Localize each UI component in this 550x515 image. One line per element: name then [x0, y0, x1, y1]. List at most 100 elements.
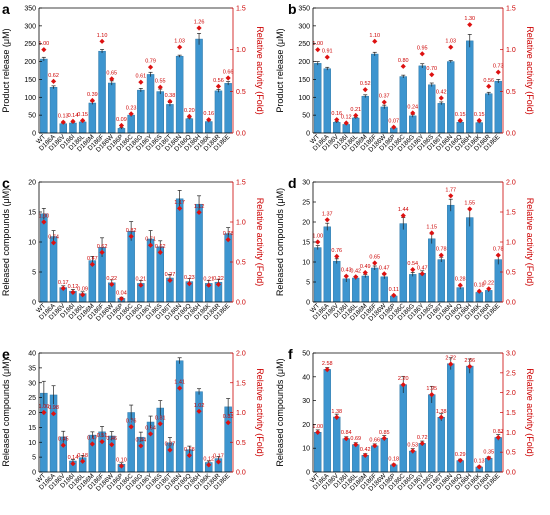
bar-D186I	[342, 124, 350, 134]
bar-D186H	[466, 40, 474, 134]
y-tick-label: 150	[24, 77, 36, 84]
y-axis-title: Product release (μM)	[1, 28, 11, 112]
y-tick-label: 40	[28, 351, 36, 358]
activity-label-D186H: 1.30	[464, 16, 475, 22]
y2-tick-label: 1.0	[506, 430, 516, 437]
activity-label-D186A: 0.62	[48, 73, 59, 79]
activity-label-D186G: 0.61	[135, 74, 146, 80]
y-tick-label: 200	[24, 59, 36, 66]
activity-label-D186V: 0.16	[331, 111, 342, 117]
bar-D186H	[195, 203, 203, 303]
error-bar-D186Y	[148, 415, 153, 428]
activity-point-D186K	[476, 464, 482, 470]
activity-point-D186N	[177, 44, 183, 50]
activity-point-D186V	[334, 414, 340, 420]
activity-label-D186V: 0.17	[58, 280, 69, 286]
activity-label-D186V: 0.76	[331, 248, 342, 254]
activity-label-D186P: 0.07	[388, 119, 399, 125]
activity-label-D186M: 0.52	[360, 81, 371, 87]
error-bar-D186N	[177, 54, 182, 58]
error-bar-D186W	[109, 431, 114, 441]
activity-label-D186E: 0.83	[223, 414, 234, 420]
y2-axis-title: Relative activity (Fold)	[525, 198, 535, 287]
y2-tick-label: 0.5	[236, 89, 246, 96]
bar-D186L	[352, 277, 360, 303]
y2-axis-title: Relative activity (Fold)	[525, 368, 535, 457]
error-bar-D186G	[138, 88, 143, 92]
activity-label-D186R: 0.22	[483, 280, 494, 286]
bar-D186I	[69, 122, 77, 134]
y2-tick-label: 1.0	[236, 220, 246, 227]
bar-D186Q	[456, 122, 464, 134]
activity-point-D186M	[362, 452, 368, 458]
bar-D186Y	[146, 238, 155, 303]
activity-point-D186F	[99, 249, 105, 255]
y-tick-label: 10	[28, 440, 36, 447]
activity-point-D186L	[80, 292, 86, 298]
activity-label-D186H: 1.55	[464, 201, 475, 207]
activity-point-D186Q	[186, 452, 192, 458]
error-bar-D186S	[158, 400, 163, 416]
y-tick-label: 20	[28, 180, 36, 187]
error-bar-D186E	[226, 81, 231, 86]
activity-point-WT	[315, 47, 321, 53]
activity-point-D186W	[381, 271, 387, 277]
activity-point-D186I	[343, 436, 349, 442]
bar-WT	[40, 58, 48, 134]
error-bar-D186H	[197, 33, 202, 45]
activity-point-D186A	[50, 411, 57, 417]
y2-tick-label: 0.5	[506, 270, 516, 277]
y-tick-label: 250	[298, 41, 310, 48]
activity-point-D186Y	[147, 242, 154, 248]
y-tick-label: 50	[28, 113, 36, 120]
activity-point-D186L	[80, 117, 86, 124]
bar-D186A	[49, 236, 58, 303]
bar-D186Y	[146, 74, 155, 134]
activity-point-D186F	[372, 38, 378, 44]
activity-label-D186M: 0.39	[87, 92, 98, 98]
bar-D186E	[494, 437, 502, 473]
activity-label-D186M: 0.49	[360, 264, 371, 270]
activity-label-D186P: 0.09	[116, 117, 127, 123]
activity-point-D186H	[196, 209, 202, 215]
y-tick-label: 50	[302, 351, 310, 358]
activity-label-D186V: 0.13	[58, 114, 69, 120]
activity-label-WT: 1.00	[38, 404, 49, 410]
activity-label-D186C: 0.23	[126, 105, 137, 111]
y-axis-title: Released compounds (μM)	[275, 188, 285, 296]
bar-D186S	[428, 394, 436, 473]
activity-point-D186N	[448, 44, 454, 50]
activity-point-D186T	[438, 252, 444, 258]
activity-point-D186T	[167, 277, 173, 283]
bar-WT	[314, 63, 322, 134]
activity-label-D186G: 0.53	[407, 442, 418, 448]
activity-label-D186P: 0.11	[389, 287, 399, 293]
activity-point-D186M	[362, 270, 368, 276]
y2-tick-label: 1.5	[236, 6, 246, 13]
activity-point-D186K	[206, 282, 212, 288]
activity-label-D186Y: 0.72	[417, 435, 428, 441]
activity-point-D186E	[225, 75, 231, 81]
activity-point-D186T	[167, 447, 173, 453]
activity-label-D186T: 0.78	[436, 247, 447, 253]
activity-label-D186A: 0.98	[48, 405, 59, 411]
activity-label-D186Q: 0.28	[184, 447, 195, 453]
bar-D186R	[485, 93, 493, 134]
error-bar-D186N	[448, 198, 453, 212]
activity-label-D186Q: 0.28	[455, 277, 466, 283]
bar-D186L	[78, 121, 87, 134]
bar-D186K	[205, 121, 213, 134]
activity-point-D186A	[324, 54, 330, 60]
error-bar-WT	[315, 61, 320, 66]
activity-point-D186C	[400, 63, 406, 69]
bar-D186G	[409, 274, 417, 303]
activity-label-D186F: 0.66	[369, 437, 380, 443]
activity-label-D186G: 0.44	[135, 437, 146, 443]
activity-label-D186W: 0.37	[379, 94, 390, 100]
bar-D186C	[127, 230, 135, 303]
y-axis-title: Released compounds (μM)	[275, 358, 285, 466]
bar-D186L	[352, 117, 360, 134]
activity-label-D186E: 0.66	[223, 70, 234, 76]
y2-axis-title: Relative activity (Fold)	[255, 198, 265, 287]
